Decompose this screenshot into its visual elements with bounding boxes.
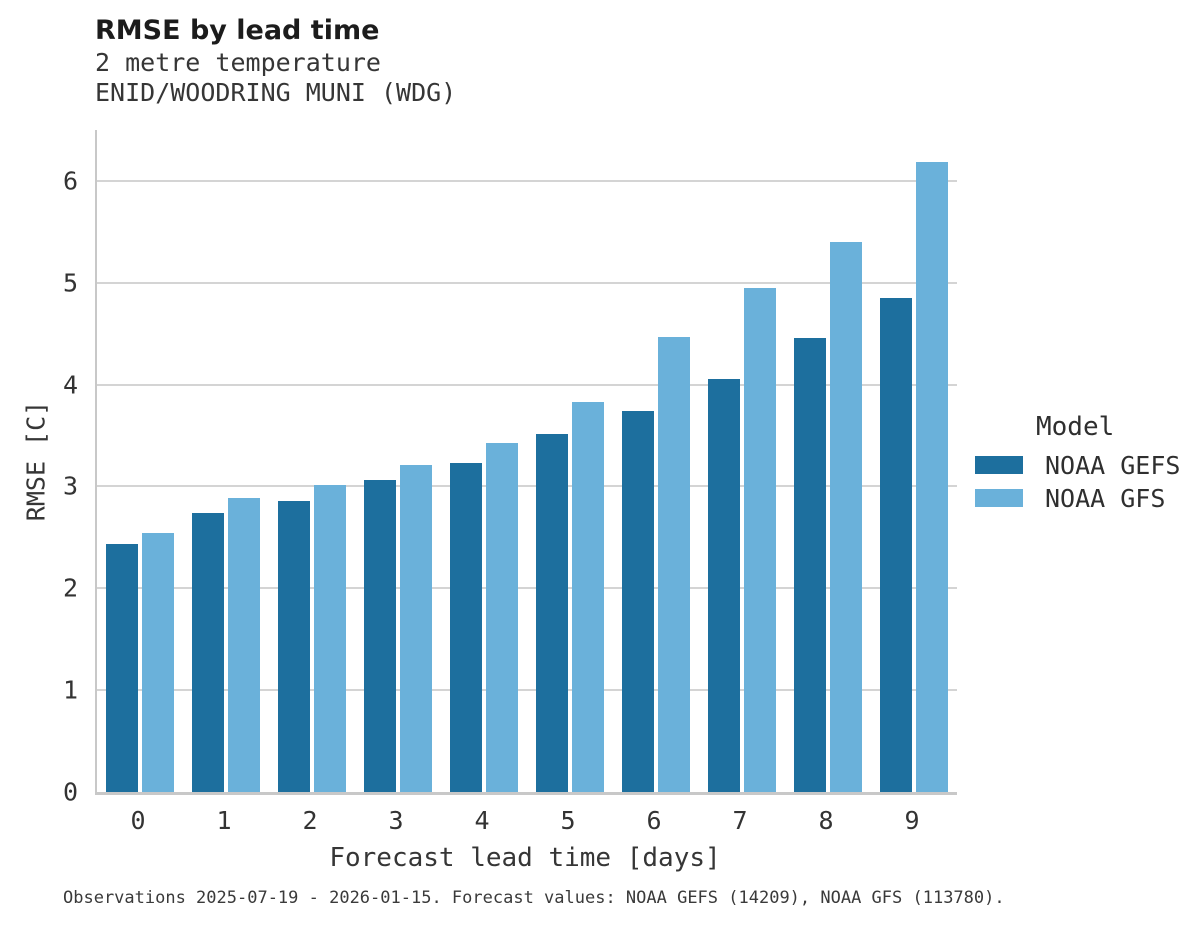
gridline: [97, 689, 957, 692]
y-tick-label: 0: [62, 777, 78, 807]
bar-noaa-gfs: [400, 465, 432, 792]
bar-noaa-gefs: [106, 543, 138, 792]
x-tick-label: 2: [302, 806, 318, 835]
x-tick-label: 0: [130, 806, 146, 835]
bar-group-4: [441, 162, 527, 792]
y-tick-label: 6: [62, 166, 78, 196]
bars-layer: [97, 161, 957, 792]
y-tick-label: 5: [62, 268, 78, 298]
bar-noaa-gefs: [450, 463, 482, 792]
x-tick-label: 5: [560, 806, 576, 835]
legend-title: Model: [1036, 412, 1115, 442]
gridline: [97, 383, 957, 386]
bar-noaa-gefs: [278, 500, 310, 792]
x-axis-label: Forecast lead time [days]: [329, 843, 721, 873]
x-tick-label: 7: [732, 806, 748, 835]
x-tick-label: 6: [646, 806, 662, 835]
x-tick-label: 8: [818, 806, 834, 835]
gridline: [97, 179, 957, 182]
bar-group-5: [527, 162, 613, 792]
title-block: RMSE by lead time 2 metre temperature EN…: [95, 14, 456, 108]
bar-group-8: [785, 162, 871, 792]
bar-noaa-gefs: [708, 378, 740, 792]
x-axis-tick-labels: 0 1 2 3 4 5 6 7 8 9: [95, 806, 955, 835]
bar-noaa-gefs: [364, 480, 396, 792]
legend-swatch-noaa-gefs: [975, 456, 1023, 474]
y-tick-label: 4: [62, 370, 78, 400]
bar-group-3: [355, 162, 441, 792]
bar-group-1: [183, 162, 269, 792]
bar-noaa-gfs: [830, 242, 862, 792]
chart-subtitle-variable: 2 metre temperature: [95, 48, 381, 77]
gridline: [97, 281, 957, 284]
legend: Model NOAA GEFS NOAA GFS: [975, 412, 1180, 521]
legend-entry: NOAA GFS: [975, 484, 1180, 513]
bar-noaa-gfs: [916, 161, 948, 792]
bar-noaa-gefs: [880, 298, 912, 792]
bar-group-6: [613, 162, 699, 792]
gridline: [97, 485, 957, 488]
bar-group-2: [269, 162, 355, 792]
x-tick-label: 1: [216, 806, 232, 835]
legend-swatch-noaa-gfs: [975, 489, 1023, 507]
bar-noaa-gfs: [228, 497, 260, 792]
x-tick-label: 4: [474, 806, 490, 835]
y-tick-label: 1: [62, 675, 78, 705]
legend-entry: NOAA GEFS: [975, 451, 1180, 480]
y-tick-label: 3: [62, 471, 78, 501]
legend-label: NOAA GEFS: [1045, 450, 1181, 480]
bar-noaa-gfs: [314, 485, 346, 792]
bar-noaa-gfs: [744, 287, 776, 792]
chart-title: RMSE by lead time: [95, 15, 380, 46]
bar-group-9: [871, 161, 957, 792]
bar-noaa-gefs: [192, 512, 224, 792]
legend-entries: NOAA GEFS NOAA GFS: [975, 451, 1180, 513]
bar-group-0: [97, 162, 183, 792]
gridline: [97, 587, 957, 590]
x-tick-label: 9: [904, 806, 920, 835]
y-axis-tick-labels: 0 1 2 3 4 5 6: [0, 130, 78, 804]
chart-subtitle-station: ENID/WOODRING MUNI (WDG): [95, 78, 457, 107]
bar-noaa-gfs: [486, 442, 518, 792]
plot-area: [95, 130, 957, 795]
x-tick-label: 3: [388, 806, 404, 835]
bar-group-7: [699, 162, 785, 792]
bar-noaa-gefs: [536, 433, 568, 792]
bar-noaa-gefs: [622, 411, 654, 792]
bar-noaa-gfs: [658, 336, 690, 792]
bar-noaa-gfs: [142, 533, 174, 792]
y-tick-label: 2: [62, 573, 78, 603]
bar-noaa-gefs: [794, 337, 826, 792]
footnote: Observations 2025-07-19 - 2026-01-15. Fo…: [63, 888, 1005, 908]
legend-label: NOAA GFS: [1045, 483, 1166, 513]
bar-noaa-gfs: [572, 401, 604, 792]
